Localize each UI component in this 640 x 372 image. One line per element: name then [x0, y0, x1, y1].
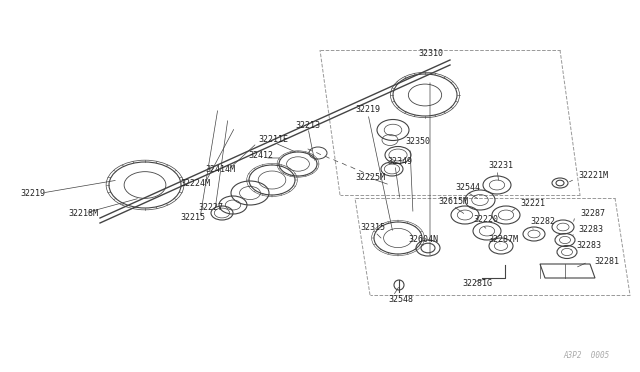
Text: 32414M: 32414M — [205, 166, 235, 174]
Text: 32287M: 32287M — [488, 235, 518, 244]
Text: 32211E: 32211E — [258, 135, 288, 144]
Text: 32548: 32548 — [388, 295, 413, 305]
Text: 32349: 32349 — [387, 157, 412, 167]
Text: 32281: 32281 — [594, 257, 619, 266]
Text: 32283: 32283 — [576, 241, 601, 250]
Text: 32283: 32283 — [578, 225, 603, 234]
Text: 32315: 32315 — [360, 224, 385, 232]
Text: 32213: 32213 — [295, 121, 320, 129]
Text: 32310: 32310 — [418, 49, 443, 58]
Text: 32215: 32215 — [180, 214, 205, 222]
Text: 32225M: 32225M — [355, 173, 385, 183]
Text: 32231: 32231 — [488, 160, 513, 170]
Text: 32350: 32350 — [405, 138, 430, 147]
Text: 32604N: 32604N — [408, 235, 438, 244]
Text: 32412: 32412 — [248, 151, 273, 160]
Text: 32219: 32219 — [20, 189, 45, 198]
Text: 32221: 32221 — [520, 199, 545, 208]
Text: 32287: 32287 — [580, 208, 605, 218]
Text: 32221M: 32221M — [578, 170, 608, 180]
Text: A3P2  0005: A3P2 0005 — [564, 351, 610, 360]
Text: 32218M: 32218M — [68, 208, 98, 218]
Text: 32282: 32282 — [530, 218, 555, 227]
Text: 32224M: 32224M — [180, 179, 210, 187]
Text: 32281G: 32281G — [462, 279, 492, 289]
Text: 32544: 32544 — [455, 183, 480, 192]
Text: 32220: 32220 — [473, 215, 498, 224]
Text: 32615M: 32615M — [438, 198, 468, 206]
Text: 32219: 32219 — [355, 106, 380, 115]
Text: 32227: 32227 — [198, 202, 223, 212]
